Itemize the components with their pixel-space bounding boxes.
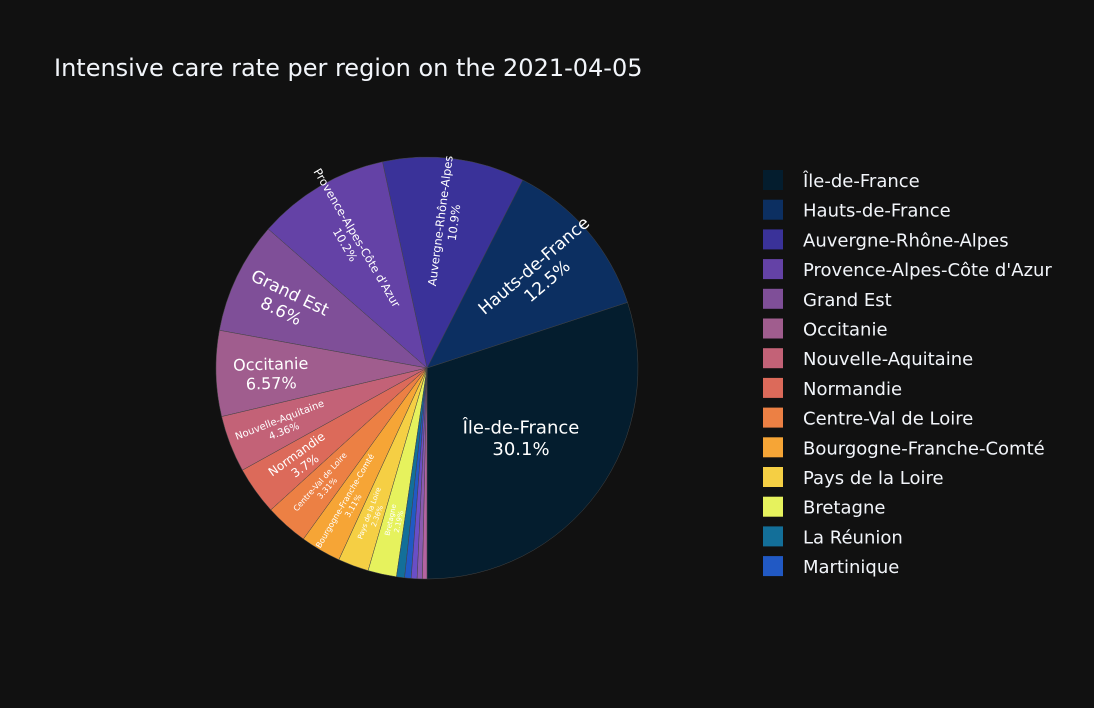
legend-swatch bbox=[763, 407, 783, 428]
legend-label: Centre-Val de Loire bbox=[803, 409, 973, 430]
legend-label: Hauts-de-France bbox=[803, 201, 951, 222]
legend-swatch bbox=[763, 556, 783, 577]
slice-label-percent: 30.1% bbox=[492, 439, 549, 460]
legend-swatch bbox=[763, 288, 783, 309]
legend-swatch bbox=[763, 467, 783, 487]
slice-label-name: Occitanie bbox=[233, 354, 309, 375]
legend-swatch bbox=[763, 496, 783, 517]
slice-label-percent: 10.9% bbox=[445, 203, 464, 241]
legend-item-bretagne[interactable]: Bretagne bbox=[763, 496, 885, 519]
legend-label: Nouvelle-Aquitaine bbox=[803, 349, 973, 370]
legend-label: Bourgogne-Franche-Comté bbox=[803, 438, 1045, 459]
pie-slice-other-16[interactable] bbox=[422, 367, 428, 580]
legend-item-martinique[interactable]: Martinique bbox=[763, 556, 899, 578]
slice-label-percent: 6.57% bbox=[246, 373, 297, 393]
legend-item-centre-val-de-loire[interactable]: Centre-Val de Loire bbox=[763, 407, 973, 430]
legend-label: Martinique bbox=[803, 557, 899, 578]
legend-item-pays-de-la-loire[interactable]: Pays de la Loire bbox=[763, 467, 944, 489]
legend-swatch bbox=[763, 229, 783, 250]
legend-swatch bbox=[763, 199, 783, 220]
legend-item-bourgogne-franche-comte[interactable]: Bourgogne-Franche-Comté bbox=[763, 437, 1045, 459]
legend-item-grand-est[interactable]: Grand Est bbox=[763, 288, 892, 311]
legend-label: Normandie bbox=[803, 379, 902, 400]
legend-label: Auvergne-Rhône-Alpes bbox=[803, 230, 1009, 251]
legend-swatch bbox=[763, 170, 783, 190]
pie-slice-hauts-de-france[interactable] bbox=[426, 179, 628, 369]
legend-swatch bbox=[763, 318, 783, 339]
legend-label: Île-de-France bbox=[802, 170, 920, 192]
legend-label: Pays de la Loire bbox=[803, 468, 944, 489]
legend-label: Provence-Alpes-Côte d'Azur bbox=[803, 260, 1052, 281]
legend-swatch bbox=[763, 526, 783, 547]
legend-item-ile-de-france[interactable]: Île-de-France bbox=[763, 170, 920, 192]
legend-item-nouvelle-aquitaine[interactable]: Nouvelle-Aquitaine bbox=[763, 348, 973, 370]
pie-slice-provence-alpes-cote-d-azur[interactable] bbox=[267, 161, 428, 369]
legend-item-la-reunion[interactable]: La Réunion bbox=[763, 526, 903, 548]
legend-item-normandie[interactable]: Normandie bbox=[763, 377, 902, 400]
legend-label: Grand Est bbox=[803, 290, 892, 311]
legend-label: Occitanie bbox=[803, 320, 888, 341]
chart-title: Intensive care rate per region on the 20… bbox=[54, 54, 643, 82]
legend-swatch bbox=[763, 377, 783, 398]
pie-slice-grand-est[interactable] bbox=[219, 228, 428, 369]
pie-slice-auvergne-rhone-alpes[interactable] bbox=[382, 156, 524, 369]
legend-item-provence-alpes-cote-d-azur[interactable]: Provence-Alpes-Côte d'Azur bbox=[763, 259, 1052, 281]
legend-item-auvergne-rhone-alpes[interactable]: Auvergne-Rhône-Alpes bbox=[763, 229, 1009, 251]
chart-legend: Île-de-France Hauts-de-France Auvergne-Rhô… bbox=[763, 170, 1052, 578]
legend-label: Bretagne bbox=[803, 498, 885, 519]
legend-item-occitanie[interactable]: Occitanie bbox=[763, 318, 888, 341]
legend-item-hauts-de-france[interactable]: Hauts-de-France bbox=[763, 199, 951, 222]
slice-label-name: Île-de-France bbox=[462, 416, 580, 438]
legend-swatch bbox=[763, 437, 783, 458]
legend-label: La Réunion bbox=[803, 527, 903, 548]
pie-slice-ile-de-france[interactable] bbox=[426, 302, 639, 580]
legend-swatch bbox=[763, 348, 783, 369]
legend-swatch bbox=[763, 259, 783, 280]
pie-slices bbox=[215, 156, 639, 580]
